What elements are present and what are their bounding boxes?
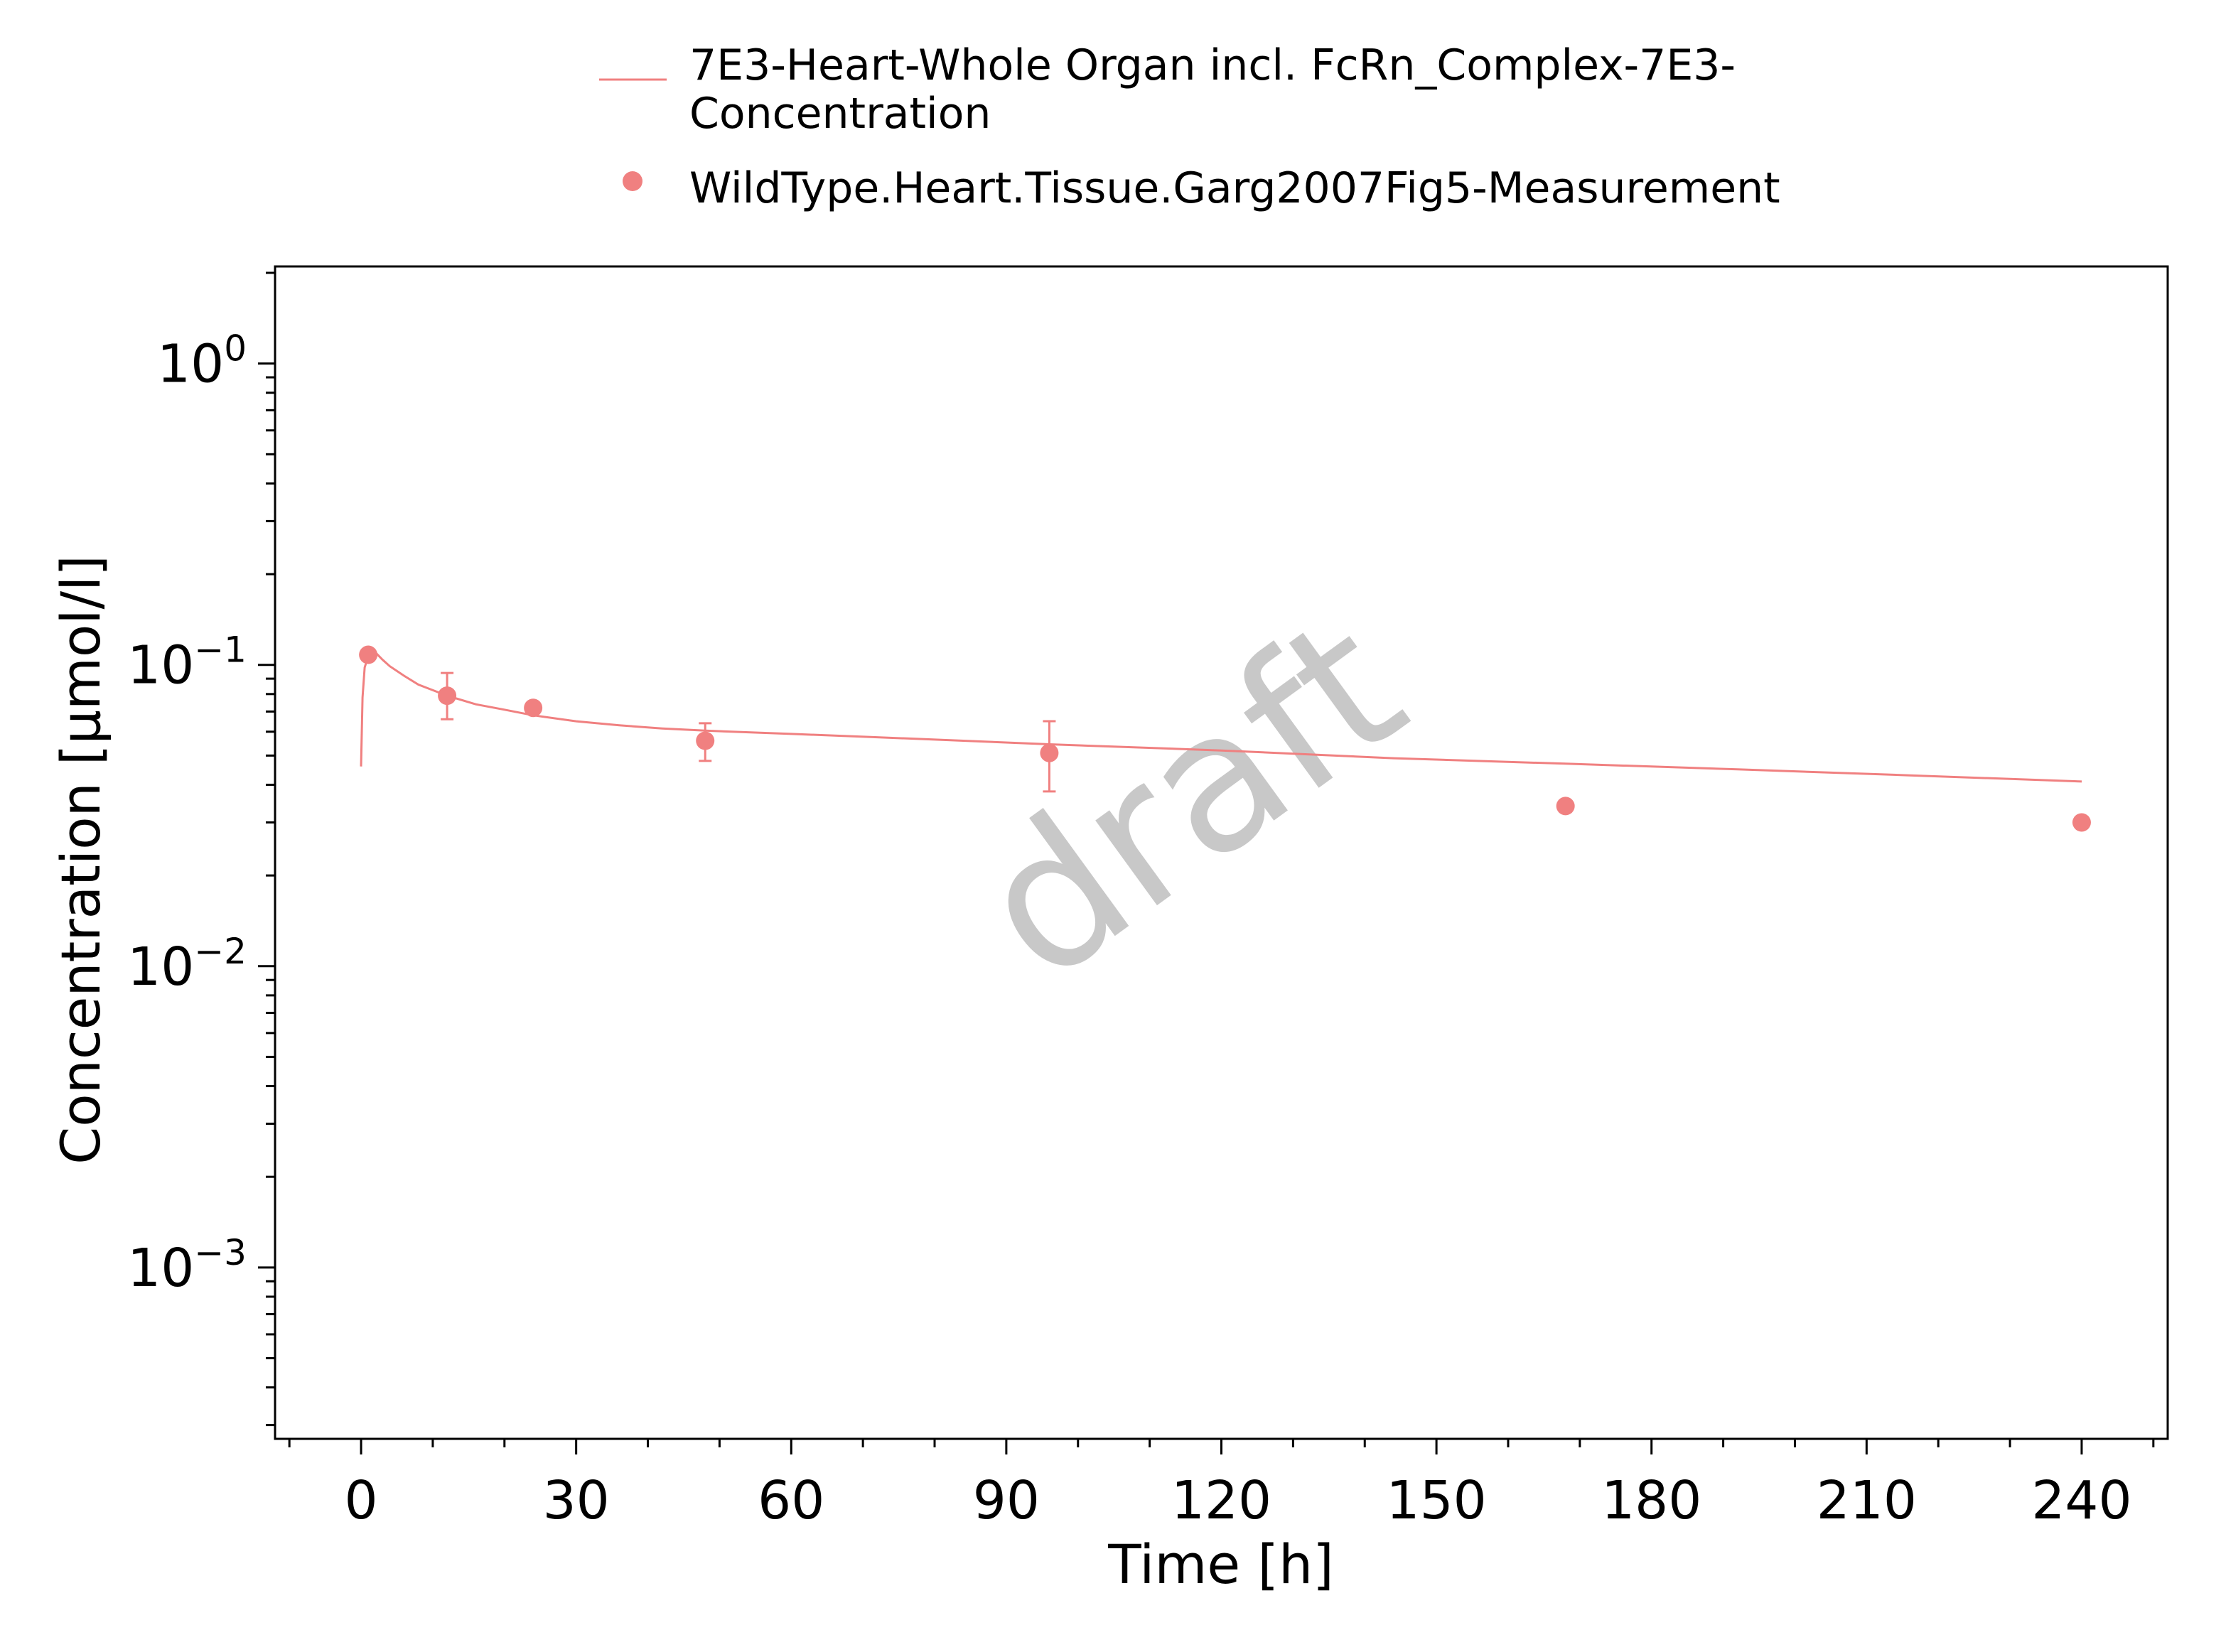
- legend-label-line-1: 7E3-Heart-Whole Organ incl. FcRn_Complex…: [689, 41, 1736, 90]
- x-tick-label: 210: [1817, 1470, 1917, 1531]
- y-tick-label: 10−1: [127, 630, 247, 696]
- x-tick-label: 30: [543, 1470, 610, 1531]
- x-tick-label: 150: [1386, 1470, 1486, 1531]
- legend-point-marker: [623, 171, 642, 191]
- measurement-point: [1556, 797, 1575, 816]
- x-tick-label: 60: [758, 1470, 824, 1531]
- x-axis-title: Time [h]: [1107, 1533, 1334, 1596]
- series-layer: [359, 645, 2091, 832]
- legend: 7E3-Heart-Whole Organ incl. FcRn_Complex…: [599, 41, 1780, 213]
- x-tick-label: 180: [1601, 1470, 1701, 1531]
- measurement-point: [2072, 813, 2091, 832]
- measurement-point: [696, 731, 715, 750]
- measurement-point: [438, 686, 457, 706]
- y-tick-label: 10−2: [127, 931, 247, 998]
- y-axis: 100 10−1 10−2 10−3: [127, 271, 275, 1427]
- y-tick-label: 10−3: [127, 1232, 247, 1299]
- measurement-point: [524, 698, 543, 718]
- measurement-point: [1040, 743, 1059, 762]
- legend-label-line-2: Concentration: [689, 89, 991, 139]
- y-tick-label: 100: [157, 328, 247, 395]
- measurement-point: [359, 645, 378, 664]
- x-tick-label: 120: [1171, 1470, 1271, 1531]
- x-tick-label: 0: [344, 1470, 377, 1531]
- legend-label-measurement: WildType.Heart.Tissue.Garg2007Fig5-Measu…: [689, 163, 1780, 213]
- x-tick-label: 90: [973, 1470, 1040, 1531]
- x-axis: 0 30 60 90 120 150 180 210 240: [288, 1439, 2155, 1531]
- y-axis-title: Concentration [µmol/l]: [49, 555, 112, 1165]
- x-tick-label: 240: [2031, 1470, 2131, 1531]
